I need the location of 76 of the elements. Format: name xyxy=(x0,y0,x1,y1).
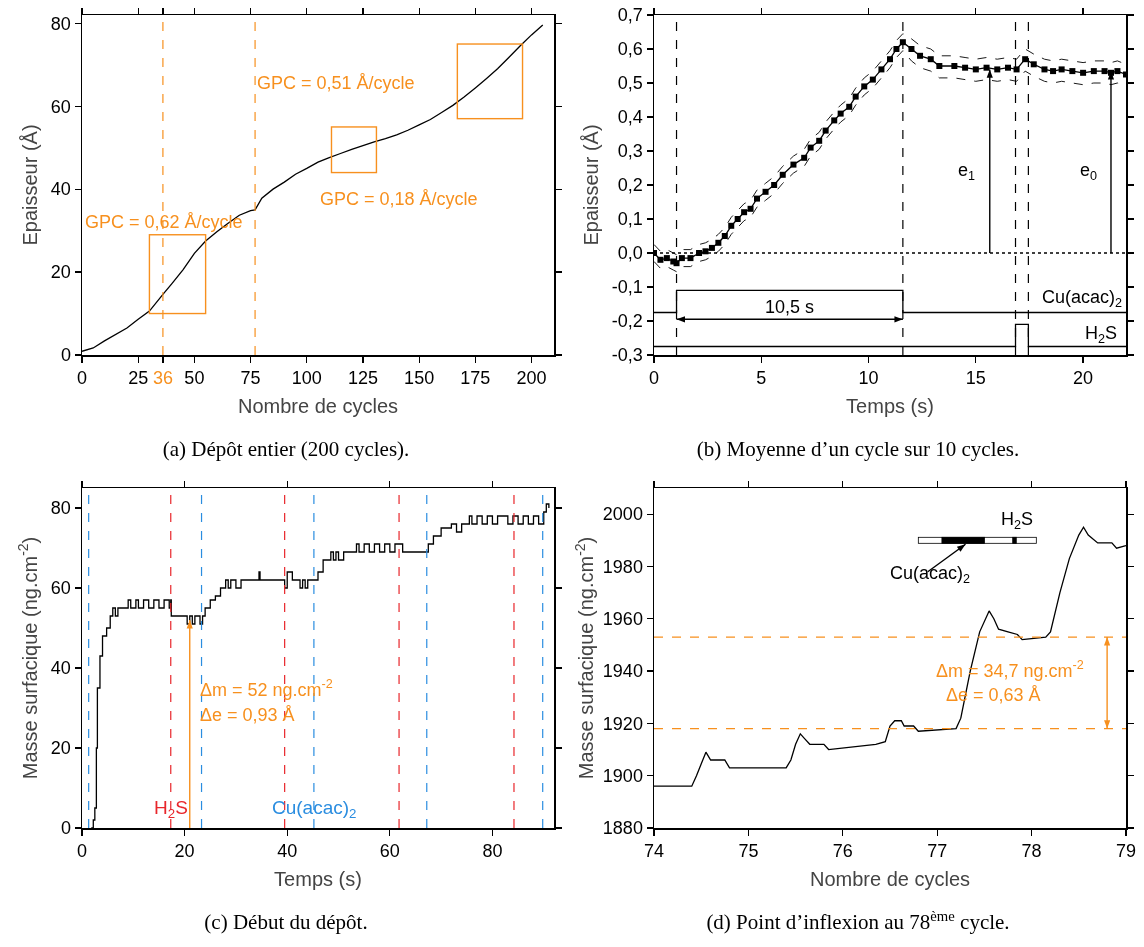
x-tick-label: 80 xyxy=(482,841,503,862)
text: (d) Point d’inflexion au 78$^{ème}$ cycle. xyxy=(706,907,1010,935)
y-tick-label: 20 xyxy=(50,262,71,283)
text: (c) Début du dépôt. xyxy=(204,910,368,935)
y-tick-label: -0,3 xyxy=(611,345,643,366)
y-tick-label: 20 xyxy=(50,738,71,759)
y-axis-title: Epaisseur (Å) xyxy=(579,124,602,246)
x-tick-label: 0 xyxy=(76,841,88,862)
x-tick-label: 36 xyxy=(152,368,173,389)
annotation: e$_{1}$ xyxy=(958,160,976,183)
y-tick-label: 80 xyxy=(50,13,71,34)
x-tick-label: 77 xyxy=(927,841,948,862)
annotation: H$_{2}$S xyxy=(1085,323,1118,346)
y-tick-label: 1880 xyxy=(602,818,643,839)
x-tick-label: 175 xyxy=(460,368,491,389)
y-tick-label: 1900 xyxy=(602,765,643,786)
y-tick-label: 60 xyxy=(50,578,71,599)
annotation: GPC = 0,18 Å/cycle xyxy=(320,189,478,209)
y-tick-label: 0,0 xyxy=(617,243,643,264)
y-tick-label: 0,2 xyxy=(617,175,643,196)
x-tick-label: 50 xyxy=(184,368,205,389)
y-tick-label: -0,2 xyxy=(611,311,643,332)
x-tick-label: 10 xyxy=(858,368,879,389)
x-axis-title: Temps (s) xyxy=(274,868,362,891)
y-tick-label: 0,5 xyxy=(617,73,643,94)
y-tick-label: 40 xyxy=(50,658,71,679)
x-tick-label: 150 xyxy=(404,368,435,389)
x-tick-label: 74 xyxy=(643,841,665,862)
x-tick-label: 76 xyxy=(832,841,853,862)
annotation: GPC = 0,51 Å/cycle xyxy=(257,73,415,93)
y-tick-label: 2000 xyxy=(602,504,643,525)
x-tick-label: 25 xyxy=(128,368,149,389)
x-tick-label: 75 xyxy=(738,841,759,862)
annotation: H$_{2}$S xyxy=(1001,509,1034,532)
x-axis-title: Temps (s) xyxy=(846,395,934,418)
annotation: e$_{0}$ xyxy=(1080,160,1098,183)
x-tick-label: 75 xyxy=(240,368,261,389)
x-axis-title: Nombre de cycles xyxy=(237,395,399,418)
x-tick-label: 20 xyxy=(1073,368,1094,389)
y-tick-label: 1980 xyxy=(602,556,643,577)
ref-line-label: Cu(acac)$_{2}$ xyxy=(272,797,357,821)
x-tick-label: 5 xyxy=(756,368,767,389)
x-tick-label: 100 xyxy=(291,368,322,389)
x-tick-label: 79 xyxy=(1115,841,1137,862)
y-tick-label: 0,3 xyxy=(617,141,643,162)
y-tick-label: 0 xyxy=(60,818,71,839)
annotation: 10,5 s xyxy=(765,297,815,317)
x-tick-label: 0 xyxy=(648,368,660,389)
y-tick-label: 0,1 xyxy=(617,209,643,230)
x-tick-label: 40 xyxy=(277,841,298,862)
x-tick-label: 60 xyxy=(379,841,400,862)
y-tick-label: 1960 xyxy=(602,609,643,630)
annotation: Cu(acac)$_{2}$ xyxy=(1042,287,1123,310)
x-tick-label: 200 xyxy=(516,368,547,389)
annotation: Δm = 52 ng.cm$^{-2}$ xyxy=(200,677,333,700)
x-tick-label: 125 xyxy=(347,368,378,389)
y-tick-label: 0 xyxy=(60,345,71,366)
y-tick-label: 1920 xyxy=(602,713,643,734)
annotation: Cu(acac)$_{2}$ xyxy=(890,563,971,586)
y-tick-label: 0,7 xyxy=(617,5,643,26)
ref-line-label: H$_{2}$S xyxy=(154,797,188,821)
x-tick-label: 15 xyxy=(965,368,986,389)
y-tick-label: 0,6 xyxy=(617,39,643,60)
x-tick-label: 20 xyxy=(174,841,195,862)
y-tick-label: 80 xyxy=(50,498,71,519)
text: (a) Dépôt entier (200 cycles). xyxy=(162,437,410,462)
text: (b) Moyenne d’un cycle sur 10 cycles. xyxy=(696,437,1020,462)
x-axis-title: Nombre de cycles xyxy=(809,868,971,891)
y-tick-label: 60 xyxy=(50,96,71,117)
y-tick-label: 1940 xyxy=(602,661,643,682)
y-axis-title: Epaisseur (Å) xyxy=(18,124,41,246)
y-tick-label: 0,4 xyxy=(617,107,643,128)
x-tick-label: 0 xyxy=(76,368,88,389)
x-tick-label: 78 xyxy=(1021,841,1042,862)
y-tick-label: 40 xyxy=(50,179,71,200)
y-tick-label: -0,1 xyxy=(611,277,643,298)
